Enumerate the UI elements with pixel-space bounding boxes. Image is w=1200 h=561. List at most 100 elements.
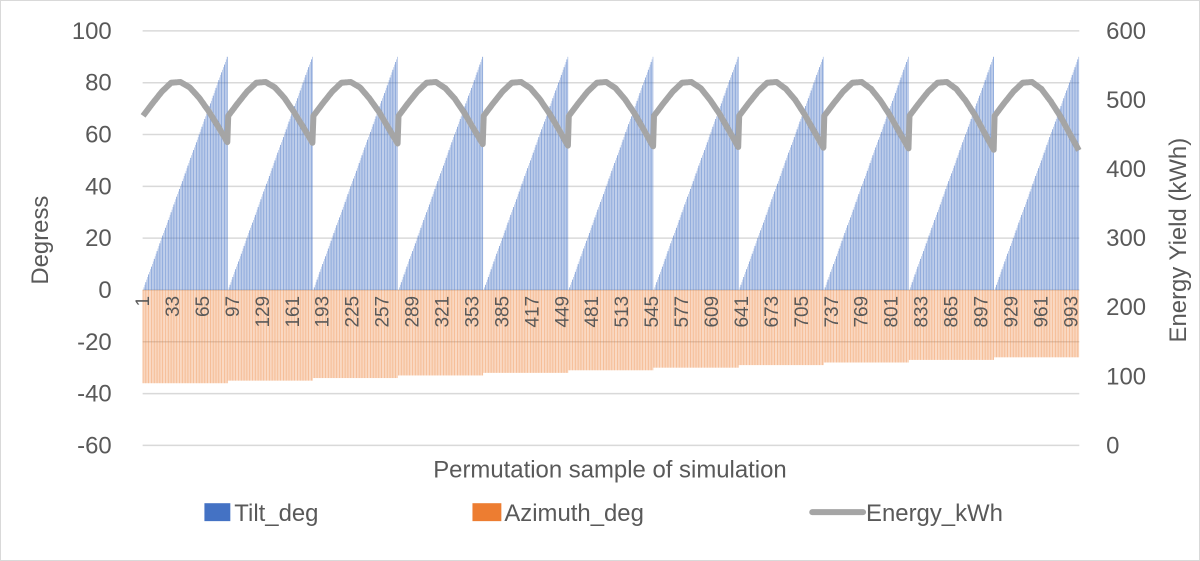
tilt-bar xyxy=(357,165,359,290)
azimuth-bar xyxy=(570,289,572,371)
azimuth-bar xyxy=(653,289,655,368)
azimuth-bar xyxy=(1070,289,1072,358)
right-y-tick-label: 600 xyxy=(1106,18,1146,45)
tilt-bar xyxy=(446,155,448,290)
azimuth-bar xyxy=(603,289,605,371)
tilt-bar xyxy=(693,178,695,290)
tilt-bar xyxy=(1022,212,1023,290)
tilt-bar xyxy=(559,77,561,290)
tilt-bar xyxy=(555,90,557,290)
tilt-bar xyxy=(424,217,426,290)
tilt-bar xyxy=(343,204,345,290)
azimuth-bar xyxy=(184,289,186,384)
azimuth-bar xyxy=(510,289,512,373)
tilt-bar xyxy=(914,274,916,290)
tilt-bar xyxy=(385,87,387,290)
azimuth-bar xyxy=(763,289,764,366)
tilt-bar xyxy=(236,266,237,290)
right-y-tick-label: 200 xyxy=(1106,294,1146,321)
azimuth-bar xyxy=(966,289,968,360)
tilt-bar xyxy=(617,152,619,290)
azimuth-bar xyxy=(741,289,743,366)
azimuth-bar xyxy=(815,289,817,366)
tilt-bar xyxy=(518,191,520,290)
tilt-bar xyxy=(978,98,979,290)
azimuth-bar xyxy=(351,289,353,379)
tilt-bar xyxy=(512,209,513,290)
azimuth-bar xyxy=(332,289,334,379)
tilt-bar xyxy=(224,64,225,290)
tilt-bar xyxy=(541,129,542,290)
azimuth-bar xyxy=(370,289,371,379)
tilt-bar xyxy=(174,201,176,290)
tilt-bar xyxy=(145,282,147,290)
azimuth-bar xyxy=(1060,289,1062,358)
tilt-bar xyxy=(768,207,770,290)
x-tick-label: 417 xyxy=(522,296,543,328)
x-tick-label: 769 xyxy=(852,296,873,328)
azimuth-bar xyxy=(1043,289,1045,358)
azimuth-bar xyxy=(167,289,169,384)
tilt-bar xyxy=(877,142,878,290)
tilt-bar xyxy=(1031,186,1033,290)
tilt-bar xyxy=(936,214,937,290)
azimuth-bar xyxy=(962,289,964,360)
azimuth-bar xyxy=(290,289,292,381)
tilt-bar xyxy=(509,217,511,290)
right-y-axis-title: Energy Yield (kWh) xyxy=(1165,138,1192,343)
tilt-bar xyxy=(346,196,348,290)
tilt-bar xyxy=(449,147,451,290)
azimuth-bar xyxy=(785,289,787,366)
azimuth-bar xyxy=(364,289,366,379)
azimuth-bar xyxy=(428,289,430,376)
azimuth-bar xyxy=(379,289,381,379)
tilt-bar xyxy=(796,129,798,290)
azimuth-bar xyxy=(382,289,383,379)
azimuth-bar xyxy=(563,289,565,373)
azimuth-bar xyxy=(546,289,548,373)
azimuth-bar xyxy=(1076,289,1078,358)
azimuth-bar xyxy=(617,289,619,371)
tilt-bar xyxy=(239,256,241,290)
azimuth-bar xyxy=(432,289,434,376)
azimuth-bar xyxy=(579,289,581,371)
tilt-bar xyxy=(308,67,310,290)
tilt-bar xyxy=(904,67,906,290)
azimuth-bar xyxy=(271,289,273,381)
azimuth-bar xyxy=(673,289,674,368)
tilt-bar xyxy=(797,126,799,290)
tilt-bar xyxy=(853,207,855,290)
azimuth-bar xyxy=(372,289,374,379)
tilt-bar xyxy=(292,111,294,290)
tilt-bar xyxy=(664,258,666,290)
azimuth-bar xyxy=(160,289,162,384)
azimuth-bar xyxy=(398,289,399,376)
azimuth-bar xyxy=(227,289,229,381)
tilt-bar xyxy=(714,121,716,290)
azimuth-bar xyxy=(613,289,615,371)
azimuth-bar xyxy=(566,289,568,373)
tilt-bar xyxy=(318,274,320,290)
azimuth-bar xyxy=(154,289,156,384)
azimuth-bar xyxy=(885,289,887,363)
tilt-bar xyxy=(612,168,614,290)
azimuth-bar xyxy=(512,289,513,373)
tilt-bar xyxy=(986,74,988,290)
azimuth-bar xyxy=(581,289,583,371)
azimuth-bar xyxy=(716,289,717,368)
azimuth-bar xyxy=(881,289,883,363)
tilt-bar xyxy=(452,139,454,290)
azimuth-bar xyxy=(282,289,284,381)
x-tick-label: 577 xyxy=(672,296,693,328)
azimuth-bar xyxy=(937,289,938,360)
tilt-bar xyxy=(272,165,274,290)
tilt-bar xyxy=(175,199,177,290)
tilt-bar xyxy=(835,258,836,290)
tilt-bar xyxy=(588,235,589,290)
azimuth-bar xyxy=(395,289,397,379)
azimuth-bar xyxy=(840,289,842,363)
tilt-bar xyxy=(268,178,269,290)
azimuth-bar xyxy=(195,289,197,384)
azimuth-bar xyxy=(469,289,470,376)
tilt-bar xyxy=(411,253,412,290)
